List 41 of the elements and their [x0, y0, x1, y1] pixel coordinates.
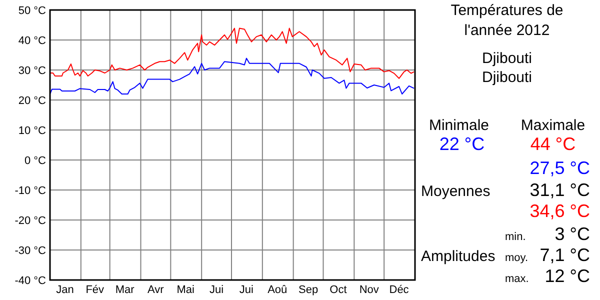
text: 31,1 °C: [530, 180, 590, 200]
x-tick-label: Mai: [176, 284, 194, 296]
text: 3 °C: [554, 224, 590, 244]
x-tick-label: Aoû: [268, 284, 288, 296]
y-tick-label: 0 °C: [24, 154, 46, 167]
text: 12 °C: [544, 266, 590, 286]
y-tick-label: 30 °C: [18, 64, 46, 77]
y-tick-label: -20 °C: [14, 214, 46, 227]
text: Moyennes: [421, 183, 490, 200]
x-tick-label: Jan: [56, 284, 74, 296]
x-tick-label: Fév: [86, 284, 105, 296]
text: 22 °C: [439, 134, 485, 154]
text: Températures de l'année 2012: [450, 2, 564, 39]
text: 27,5 °C: [530, 158, 590, 178]
y-tick-label: -10 °C: [14, 184, 46, 197]
text: Amplitudes: [421, 248, 496, 265]
line-series: [50, 28, 415, 79]
x-tick-label: Nov: [359, 284, 380, 296]
x-tick-label: Jui: [239, 284, 254, 296]
text: 7,1 °C: [540, 245, 590, 265]
x-tick-label: Déc: [389, 284, 410, 296]
text: Djibouti Djibouti: [482, 50, 532, 86]
y-tick-label: 10 °C: [18, 124, 46, 137]
text: 34,6 °C: [530, 201, 590, 221]
line-series: [50, 58, 415, 94]
text: moy.: [505, 252, 528, 264]
x-tick-label: Mar: [115, 284, 135, 296]
y-tick-label: 20 °C: [18, 94, 46, 107]
y-tick-label: 50 °C: [18, 4, 46, 17]
x-tick-label: Oct: [330, 284, 347, 296]
x-tick-label: Jui: [210, 284, 224, 296]
y-tick-label: -40 °C: [14, 274, 46, 287]
x-tick-label: Sep: [298, 284, 318, 296]
text: 44 °C: [530, 134, 576, 154]
text: max.: [505, 273, 529, 285]
text: Minimale: [428, 117, 490, 134]
y-tick-label: -30 °C: [14, 244, 46, 257]
x-tick-label: Avr: [148, 284, 164, 296]
text: Maximale: [520, 117, 586, 134]
y-tick-label: 40 °C: [18, 34, 46, 47]
text: min.: [505, 231, 526, 243]
